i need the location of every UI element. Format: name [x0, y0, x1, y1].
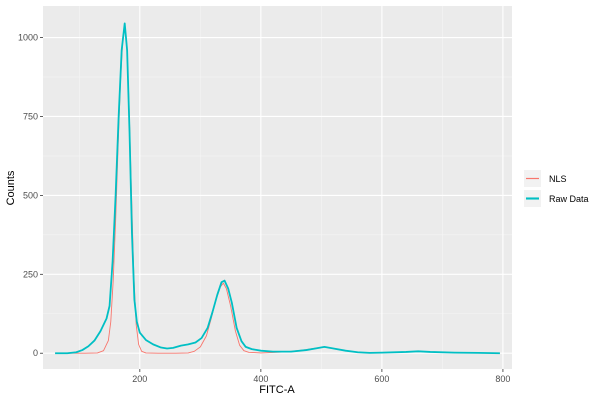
- x-axis: 200 400 600 800: [132, 369, 510, 384]
- x-tick-label-800: 800: [495, 374, 510, 384]
- legend: NLS Raw Data: [524, 170, 589, 207]
- x-axis-title: FITC-A: [259, 384, 295, 396]
- x-tick-label-600: 600: [374, 374, 389, 384]
- legend-label-nls: NLS: [549, 174, 567, 184]
- x-tick-label-200: 200: [132, 374, 147, 384]
- x-tick-label-400: 400: [253, 374, 268, 384]
- y-axis: 0 250 500 750 1000: [18, 33, 43, 358]
- series-line-raw-data: [55, 22, 500, 355]
- y-tick-label-250: 250: [23, 269, 38, 279]
- grid-major: [43, 6, 512, 369]
- plot-panel: [43, 6, 512, 369]
- legend-label-raw-data: Raw Data: [549, 194, 589, 204]
- grid-minor: [43, 6, 512, 369]
- y-tick-label-750: 750: [23, 111, 38, 121]
- series-layer: [55, 22, 500, 355]
- y-tick-label-0: 0: [33, 348, 38, 358]
- y-tick-label-500: 500: [23, 190, 38, 200]
- y-axis-title: Counts: [5, 170, 17, 205]
- y-tick-label-1000: 1000: [18, 33, 38, 43]
